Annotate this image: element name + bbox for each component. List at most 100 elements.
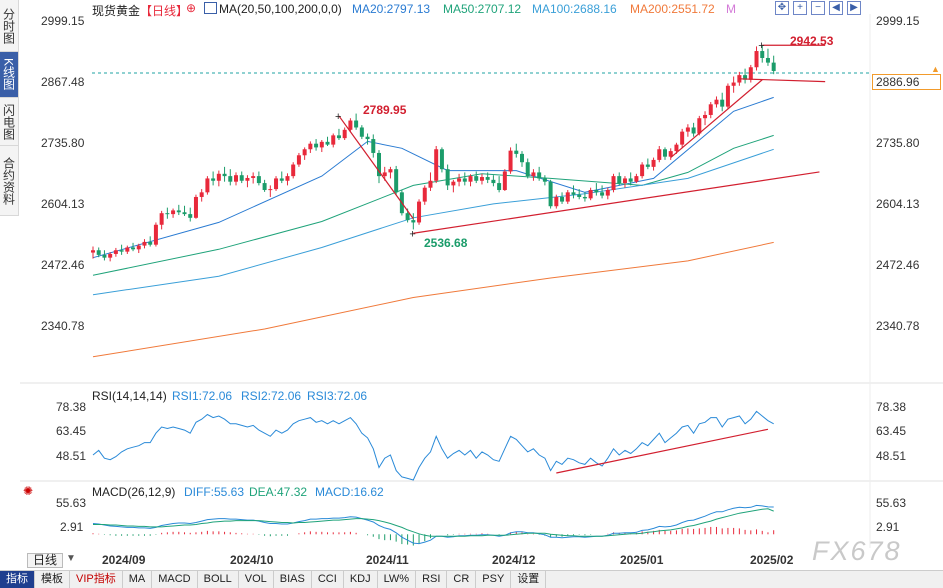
tab-contract-info[interactable]: 合约资料 bbox=[0, 146, 19, 216]
tab-kline-chart[interactable]: K线图 bbox=[0, 52, 19, 98]
candle-body bbox=[611, 176, 616, 191]
ma20-value: MA20:2797.13 bbox=[352, 2, 431, 16]
candle-body bbox=[302, 149, 307, 156]
price-axis-left-2: 2735.80 bbox=[41, 136, 85, 150]
candle-body bbox=[491, 179, 496, 184]
annotation-high: 2942.53 bbox=[790, 34, 834, 48]
candle-body bbox=[268, 189, 273, 191]
macd-settings-icon[interactable]: ✺ bbox=[23, 484, 34, 498]
date-tick: 2024/12 bbox=[492, 553, 536, 567]
candle-body bbox=[411, 220, 416, 223]
candle-body bbox=[445, 169, 450, 186]
candle-body bbox=[165, 213, 170, 215]
tab-time-chart[interactable]: 分时图 bbox=[0, 0, 19, 52]
tab-label: K线图 bbox=[1, 58, 16, 91]
tab-bias[interactable]: BIAS bbox=[274, 571, 312, 588]
candle-body bbox=[325, 141, 330, 145]
ma100-value: MA100:2688.16 bbox=[532, 2, 617, 16]
candle-body bbox=[594, 190, 599, 193]
expand-icon[interactable]: ✥ bbox=[775, 1, 789, 15]
macd-diff-value: DIFF:55.63 bbox=[184, 485, 245, 499]
period-selector[interactable]: 日线 bbox=[27, 553, 63, 568]
candle-body bbox=[645, 164, 650, 167]
tab-indicators[interactable]: 指标 bbox=[0, 571, 35, 588]
candle-body bbox=[502, 171, 507, 191]
tab-label: 合约资料 bbox=[1, 156, 16, 205]
candle-body bbox=[245, 177, 250, 181]
candle-body bbox=[508, 150, 513, 172]
tab-macd[interactable]: MACD bbox=[152, 571, 198, 588]
instrument-title: 现货黄金 bbox=[92, 4, 141, 18]
candle-body bbox=[199, 192, 204, 197]
tab-psy[interactable]: PSY bbox=[476, 571, 512, 588]
candle-body bbox=[451, 181, 456, 186]
candle-body bbox=[485, 177, 490, 180]
rsi-chart bbox=[92, 410, 774, 481]
price-axis-right-3: 2604.13 bbox=[876, 197, 920, 211]
tab-settings[interactable]: 设置 bbox=[511, 571, 547, 588]
tab-cci[interactable]: CCI bbox=[312, 571, 344, 588]
candle-body bbox=[434, 149, 439, 181]
tab-lw[interactable]: LW% bbox=[378, 571, 417, 588]
tab-flash-chart[interactable]: 闪电图 bbox=[0, 98, 19, 146]
candle-body bbox=[577, 194, 582, 197]
indicator-chart-icon[interactable] bbox=[204, 2, 217, 14]
tab-vip-indicators[interactable]: VIP指标 bbox=[70, 571, 123, 588]
candle-body bbox=[125, 247, 130, 252]
macd-chart bbox=[92, 504, 775, 546]
candle-body bbox=[142, 241, 147, 246]
zoom-in-icon[interactable]: + bbox=[793, 1, 807, 15]
tab-kdj[interactable]: KDJ bbox=[344, 571, 378, 588]
candle-body bbox=[731, 82, 736, 86]
tab-boll[interactable]: BOLL bbox=[198, 571, 239, 588]
candle-body bbox=[725, 85, 730, 107]
rsi2-value: RSI2:72.06 bbox=[241, 389, 302, 403]
candle-body bbox=[262, 183, 267, 191]
tab-ma[interactable]: MA bbox=[123, 571, 153, 588]
candle-body bbox=[365, 136, 370, 140]
candle-body bbox=[765, 57, 770, 63]
candle-body bbox=[634, 176, 639, 182]
candle-body bbox=[537, 172, 542, 179]
candle-body bbox=[554, 196, 559, 207]
candle-body bbox=[228, 176, 233, 182]
candle-body bbox=[760, 51, 765, 58]
candle-body bbox=[697, 118, 702, 134]
tab-cr[interactable]: CR bbox=[447, 571, 477, 588]
candle-body bbox=[531, 172, 536, 177]
candle-body bbox=[674, 144, 679, 152]
candle-body bbox=[708, 104, 713, 115]
candle-body bbox=[651, 159, 656, 167]
candle-body bbox=[691, 127, 696, 134]
annotation-low-nov: 2536.68 bbox=[424, 236, 468, 250]
ma20-line bbox=[92, 96, 774, 259]
candle-body bbox=[102, 254, 107, 258]
tab-templates[interactable]: 模板 bbox=[35, 571, 70, 588]
date-tick: 2024/10 bbox=[230, 553, 274, 567]
candle-body bbox=[394, 169, 399, 193]
candle-body bbox=[743, 75, 748, 80]
ma50-value: MA50:2707.12 bbox=[443, 2, 522, 16]
trend-lines: + + + bbox=[335, 40, 826, 240]
candle-body bbox=[771, 62, 776, 71]
scroll-left-icon[interactable]: ◀ bbox=[829, 1, 843, 15]
tab-vol[interactable]: VOL bbox=[239, 571, 274, 588]
candle-body bbox=[663, 149, 667, 157]
scroll-right-icon[interactable]: ▶ bbox=[847, 1, 861, 15]
candle-body bbox=[525, 162, 530, 177]
chevron-down-icon[interactable]: ▼ bbox=[66, 553, 76, 564]
rsi-axis-right-1: 63.45 bbox=[876, 424, 907, 438]
candle-body bbox=[256, 176, 261, 184]
tab-rsi[interactable]: RSI bbox=[416, 571, 448, 588]
macd-diff-line bbox=[92, 504, 774, 545]
price-axis-right-2: 2735.80 bbox=[876, 136, 920, 150]
price-axis-left-1: 2867.48 bbox=[41, 75, 85, 89]
zoom-out-icon[interactable]: − bbox=[811, 1, 825, 15]
candle-body bbox=[479, 177, 484, 181]
rsi-line bbox=[92, 410, 774, 481]
candle-body bbox=[565, 192, 570, 202]
rsi-title: RSI(14,14,14) bbox=[92, 389, 167, 403]
settings-gear-icon[interactable]: ⊕ bbox=[186, 1, 197, 15]
current-price-arrow-icon: ▲ bbox=[931, 64, 940, 74]
candle-body bbox=[193, 196, 198, 218]
